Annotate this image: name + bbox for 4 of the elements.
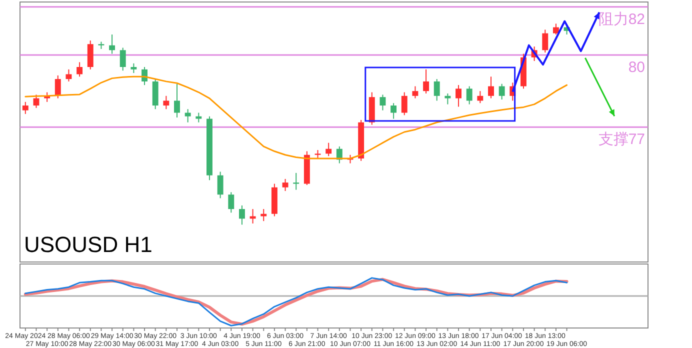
ref-line-label: 80 — [628, 58, 645, 76]
ref-line-label: 阻力82 — [598, 10, 645, 28]
text: USOUSD H1 — [24, 232, 152, 257]
ref-line-label: 支撑77 — [598, 131, 645, 148]
